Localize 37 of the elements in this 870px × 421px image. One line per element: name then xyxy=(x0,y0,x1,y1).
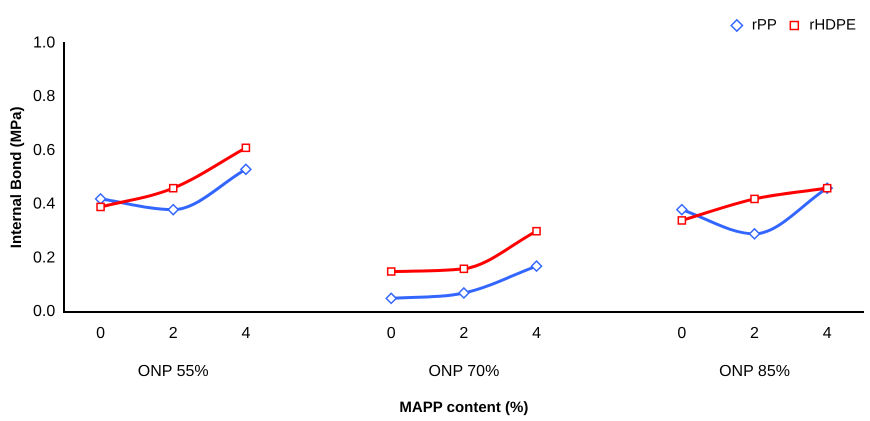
point xyxy=(530,260,542,272)
x-axis-title: MAPP content (%) xyxy=(399,399,528,416)
text: ONP 55% xyxy=(138,363,209,380)
point xyxy=(242,144,250,152)
point xyxy=(748,228,760,240)
text: ONP 70% xyxy=(428,363,500,380)
point xyxy=(385,292,397,304)
legend-label: rHDPE xyxy=(809,16,856,34)
point xyxy=(460,264,468,274)
point xyxy=(96,202,105,212)
y-tick-label: 0.2 xyxy=(32,249,56,266)
y-tick-label: 0.8 xyxy=(32,88,56,106)
x-tick-label: 4 xyxy=(241,324,250,342)
point xyxy=(240,164,252,176)
y-axis-title: Internal Bond (MPa) xyxy=(8,106,26,248)
x-tick-label: 0 xyxy=(386,324,396,342)
x-tick-label: 2 xyxy=(168,324,178,342)
x-tick-label: 4 xyxy=(822,324,832,342)
point xyxy=(750,194,759,204)
x-tick-label: 2 xyxy=(750,324,760,342)
text: ONP 85% xyxy=(719,363,790,380)
x-tick-label: 0 xyxy=(677,324,686,342)
point xyxy=(678,216,686,225)
x-tick-label: 4 xyxy=(532,324,542,342)
point xyxy=(167,204,179,216)
y-tick-label: 0.0 xyxy=(32,303,56,320)
point xyxy=(676,204,688,216)
point xyxy=(458,287,470,299)
x-tick-label: 2 xyxy=(459,324,468,342)
point xyxy=(386,267,396,276)
y-tick-label: 0.6 xyxy=(32,142,56,159)
point xyxy=(168,184,178,192)
x-tick-label: 0 xyxy=(96,324,106,342)
legend-label: rPP xyxy=(752,16,777,34)
y-tick-label: 1.0 xyxy=(32,34,56,52)
point xyxy=(532,226,541,236)
y-tick-label: 0.4 xyxy=(32,196,56,213)
